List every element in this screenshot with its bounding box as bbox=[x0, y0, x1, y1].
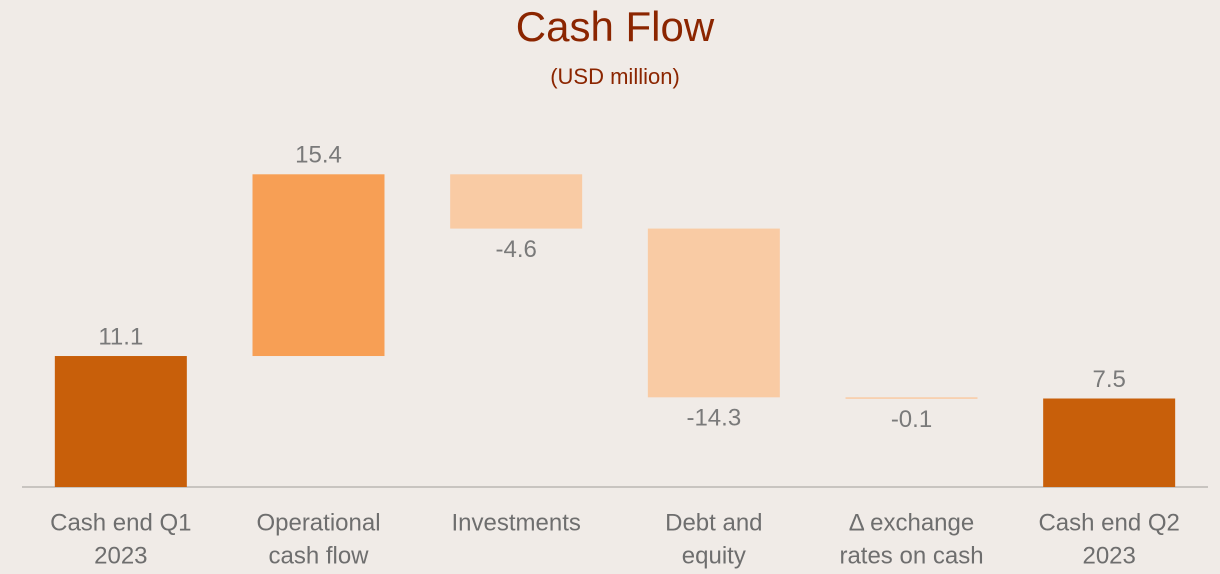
x-tick-label: Operational bbox=[256, 509, 380, 536]
x-tick-label: Cash end Q1 bbox=[50, 509, 191, 536]
x-tick-label: Δ exchange bbox=[849, 509, 974, 536]
chart-title: Cash Flow bbox=[516, 3, 715, 50]
x-tick-label: 2023 bbox=[1082, 542, 1135, 569]
x-tick-label: 2023 bbox=[94, 542, 147, 569]
x-tick-label: Debt and bbox=[665, 509, 762, 536]
bar bbox=[1043, 398, 1176, 487]
value-label: 7.5 bbox=[1092, 366, 1125, 393]
x-tick-label: Investments bbox=[451, 509, 580, 536]
value-label: -4.6 bbox=[495, 236, 536, 263]
x-tick-label: equity bbox=[682, 542, 746, 569]
bar bbox=[54, 356, 187, 487]
x-tick-label: cash flow bbox=[268, 542, 369, 569]
chart-subtitle: (USD million) bbox=[550, 64, 680, 89]
value-label: -0.1 bbox=[891, 406, 932, 433]
x-tick-label: rates on cash bbox=[839, 542, 983, 569]
x-tick-label: Cash end Q2 bbox=[1038, 509, 1179, 536]
bar bbox=[450, 174, 583, 229]
bar bbox=[845, 397, 978, 399]
bar bbox=[647, 228, 780, 398]
value-label: 15.4 bbox=[295, 142, 342, 169]
bar bbox=[252, 174, 385, 357]
value-label: 11.1 bbox=[98, 323, 143, 350]
value-label: -14.3 bbox=[686, 405, 741, 432]
